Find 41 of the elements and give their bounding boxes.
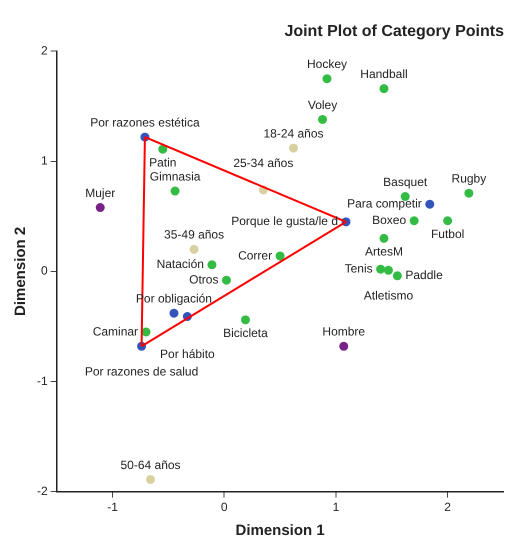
x-axis-title: Dimension 1 (235, 522, 325, 540)
annotation: Correr (238, 248, 272, 262)
x-tick-label: 2 (444, 500, 452, 514)
annotation: Handball (360, 66, 408, 81)
annotation: Patin (149, 156, 176, 170)
annotation: Natación (156, 257, 204, 272)
y-tick-label: 1 (40, 154, 48, 168)
annotation: 35-49 años (164, 228, 224, 242)
annotation: Otros (189, 272, 218, 287)
annotation: Tenis (344, 262, 373, 276)
annotation: ArtesM (364, 244, 403, 259)
annotation: 25-34 años (233, 156, 294, 170)
x-tick-label: 1 (332, 500, 340, 514)
annotation: Rugby (452, 172, 486, 186)
annotation: Bicicleta (223, 326, 268, 340)
annotation: Basquet (383, 174, 428, 189)
y-tick-label: -1 (37, 374, 48, 388)
annotation: Por razones de salud (84, 364, 198, 379)
annotation: Voley (308, 98, 338, 112)
annotation: Futbol (430, 227, 464, 242)
y-tick-label: 0 (40, 264, 48, 278)
annotation: Hockey (306, 57, 348, 72)
annotation: Para competir (347, 196, 422, 211)
annotation: Gimnasia (150, 169, 201, 184)
y-axis-title: Dimension 2 (12, 226, 30, 316)
y-tick-label: 2 (40, 44, 48, 58)
x-tick-label: -1 (107, 500, 118, 514)
annotation: Mujer (85, 186, 116, 200)
x-tick-label: 0 (220, 500, 228, 514)
annotation: 50-64 años (120, 458, 181, 472)
annotation: Por razones estética (90, 115, 200, 130)
annotation: Porque le gusta/le d (231, 214, 338, 228)
annotation: Hombre (322, 324, 366, 339)
chart-title: Joint Plot of Category Points (284, 23, 504, 40)
y-tick-label: -2 (37, 484, 48, 498)
annotation: Boxeo (372, 213, 406, 228)
annotation: Paddle (405, 268, 444, 282)
annotation: Caminar (92, 324, 138, 338)
annotation: Atletismo (364, 288, 414, 303)
annotation: 18-24 años (263, 126, 324, 140)
annotation: Por hábito (160, 346, 216, 361)
